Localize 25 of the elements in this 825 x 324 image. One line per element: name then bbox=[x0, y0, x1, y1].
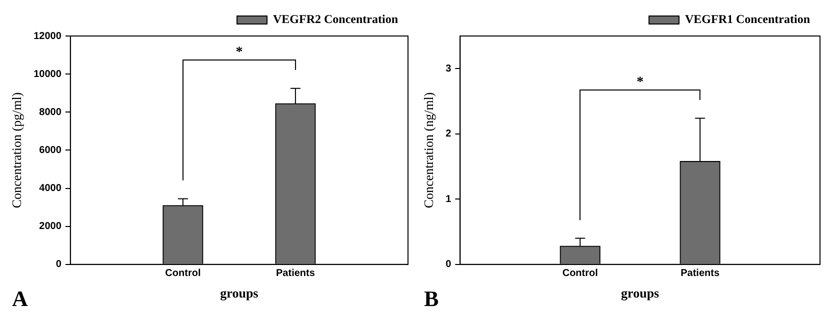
y-tick-label: 1 bbox=[446, 194, 452, 205]
y-axis-title: Concentration (ng/ml) bbox=[421, 92, 436, 208]
y-axis-title: Concentration (pg/ml) bbox=[9, 92, 24, 208]
y-tick-label: 4000 bbox=[39, 183, 62, 194]
x-tick-label: Patients bbox=[680, 268, 720, 280]
text: A bbox=[12, 286, 28, 312]
y-tick-label: 0 bbox=[56, 259, 62, 270]
y-tick-label: 3 bbox=[446, 63, 452, 74]
x-axis-title: groups bbox=[621, 286, 660, 301]
y-tick-label: 8000 bbox=[39, 106, 62, 118]
text: B bbox=[424, 286, 439, 312]
legend-label: VEGFR1 Concentration bbox=[685, 12, 810, 26]
legend-label: VEGFR2 Concentration bbox=[273, 12, 398, 26]
annotation: * bbox=[236, 44, 243, 60]
x-tick-label: Patients bbox=[276, 268, 316, 280]
y-tick-label: 2 bbox=[446, 128, 452, 140]
y-tick-label: 12000 bbox=[34, 30, 62, 42]
annotation: * bbox=[636, 74, 644, 90]
y-tick-label: 10000 bbox=[34, 68, 62, 80]
x-tick-label: Control bbox=[562, 268, 598, 280]
y-tick-label: 0 bbox=[446, 259, 452, 270]
y-tick-label: 6000 bbox=[39, 144, 62, 156]
x-axis-title: groups bbox=[220, 286, 258, 301]
x-tick-label: Control bbox=[165, 268, 201, 280]
y-tick-label: 2000 bbox=[39, 221, 62, 232]
